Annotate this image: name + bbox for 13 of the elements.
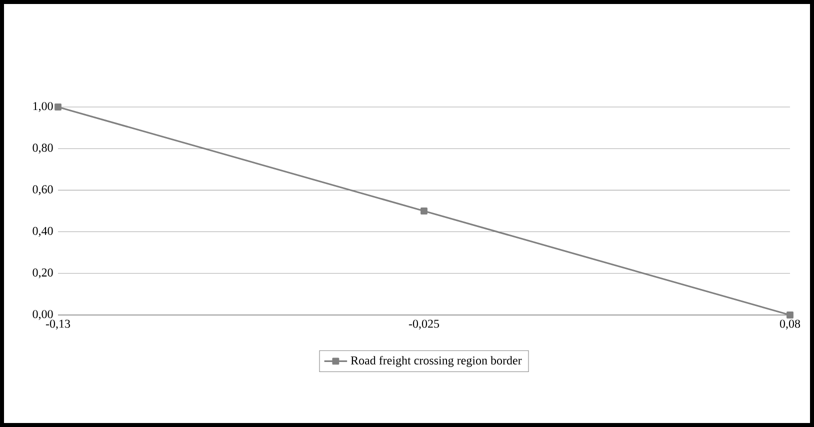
- y-tick-label: 1,00: [33, 102, 53, 112]
- point: [786, 312, 794, 318]
- x-tick-label: -0,025: [408, 320, 440, 330]
- y-tick-label: 0,00: [32, 310, 53, 320]
- y-tick-label: 0,20: [32, 268, 53, 278]
- point: [54, 104, 62, 110]
- x-tick-label: -0,13: [46, 320, 70, 330]
- legend-label: Road freight crossing region border: [350, 356, 522, 367]
- point: [420, 208, 428, 214]
- y-tick-label: 0,60: [32, 185, 53, 196]
- y-tick-label: 0,40: [32, 226, 53, 237]
- y-tick-label: 0,80: [32, 144, 53, 154]
- x-tick-label: 0,08: [780, 320, 800, 330]
